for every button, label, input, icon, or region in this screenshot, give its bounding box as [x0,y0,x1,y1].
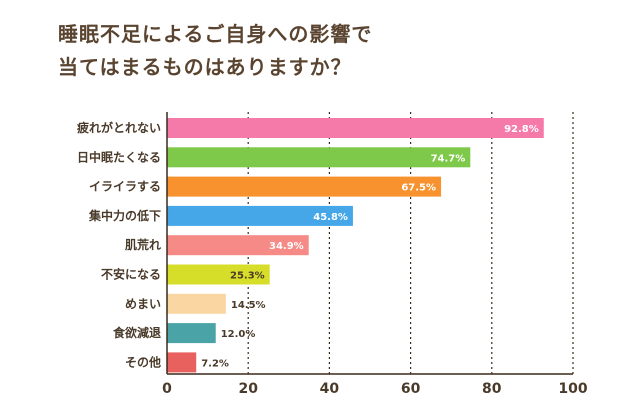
x-tick-label-4: 80 [482,381,502,397]
value-label-7: 12.0% [221,329,256,340]
value-label-6: 14.5% [231,300,266,311]
x-tick-label-1: 20 [238,381,258,397]
bar-4 [167,235,309,256]
value-label-2: 67.5% [401,183,436,194]
chart-title-line-2: 当てはまるものはありますか？ [58,55,352,79]
category-label-3: 集中力の低下 [88,208,161,223]
category-label-1: 日中眠たくなる [77,149,161,164]
bar-2 [167,176,442,197]
value-label-8: 7.2% [201,358,229,369]
bar-7 [167,323,216,344]
category-label-2: イライラする [89,180,161,194]
bar-6 [167,293,226,314]
category-label-7: 食欲減退 [112,325,161,340]
value-label-1: 74.7% [431,153,466,164]
value-label-3: 45.8% [313,212,348,223]
chart-title-line-1: 睡眠不足によるご自身への影響で [58,22,373,46]
x-tick-label-5: 100 [558,381,587,397]
category-label-5: 不安になる [101,267,161,282]
category-label-8: その他 [125,354,161,369]
value-label-5: 25.3% [230,271,265,282]
bar-8 [167,352,197,373]
bar-0 [167,118,544,138]
value-label-0: 92.8% [504,124,539,135]
bar-5 [167,264,270,285]
category-label-6: めまい [125,297,161,311]
x-tick-label-3: 60 [401,381,421,397]
category-label-4: 肌荒れ [124,237,161,252]
bar-3 [167,205,353,226]
category-label-0: 疲れがとれない [77,120,161,135]
bar-1 [167,147,471,168]
value-label-4: 34.9% [269,241,304,252]
chart-title: 睡眠不足によるご自身への影響で 当てはまるものはありますか？ [58,18,372,84]
x-tick-label-0: 0 [162,381,172,397]
x-tick-label-2: 40 [320,381,340,397]
